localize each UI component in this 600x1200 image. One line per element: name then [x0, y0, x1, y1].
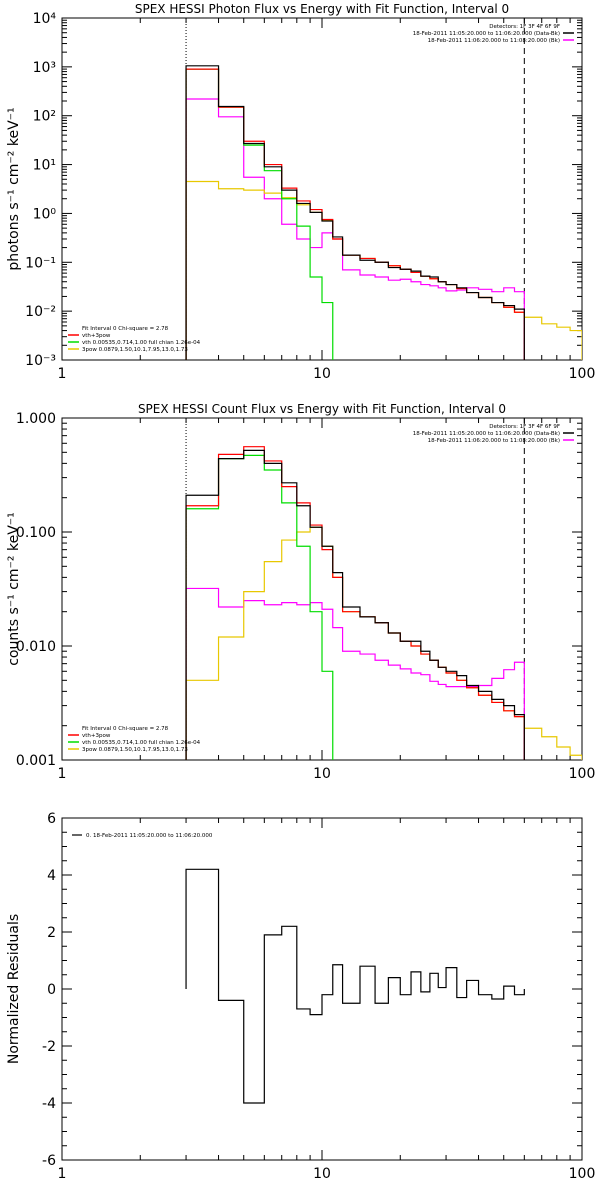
- series-line-bk: [185, 98, 525, 360]
- series-group: [185, 65, 582, 360]
- series-line-3pow: [185, 180, 582, 360]
- x-tick-label: 1: [58, 1166, 67, 1182]
- legend-entry: 18-Feb-2011 11:05:20.000 to 11:06:20.000…: [413, 431, 560, 437]
- legend-entry: 18-Feb-2011 11:06:20.000 to 11:08:20.000…: [428, 38, 560, 44]
- y-tick-label: 1.000: [16, 411, 56, 427]
- x-tick-label: 1: [58, 766, 67, 782]
- y-tick-label: 0.001: [16, 753, 56, 769]
- y-tick-label: 4: [47, 868, 56, 884]
- y-axis-label: photons s⁻¹ cm⁻² keV⁻¹: [6, 107, 22, 270]
- chart-panel-1: SPEX HESSI Photon Flux vs Energy with Fi…: [6, 2, 595, 382]
- y-tick-label: -4: [42, 1096, 56, 1112]
- series-line-data-bk: [185, 65, 525, 360]
- series-line-residuals: [185, 868, 525, 1104]
- y-tick-label: 10⁻²: [25, 304, 56, 320]
- chart-title: SPEX HESSI Count Flux vs Energy with Fit…: [138, 402, 506, 416]
- legend-entry: Fit Interval 0 Chi-square = 2.78: [82, 726, 169, 732]
- legend-entry: 3pow 0.0879,1.50,10.1,7.95,13.0,1.73: [82, 747, 188, 753]
- series-group: [185, 446, 582, 760]
- y-tick-label: 10³: [33, 60, 56, 76]
- x-tick-label: 10: [313, 766, 331, 782]
- chart-panel-3: 1 10 100 -6 -4 -2 0 2 4 6 Normalized Residuals 0. 1…: [6, 811, 595, 1182]
- legend-entry: vth+3pow: [82, 333, 111, 339]
- legend-entry: Detectors: 1F 3F 4F 6F 9F: [489, 424, 560, 430]
- legend-entry: 3pow 0.0879,1.50,10.1,7.95,13.0,1.73: [82, 347, 188, 353]
- series-line-vth: [185, 454, 334, 760]
- legend-entry: 18-Feb-2011 11:06:20.000 to 11:08:20.000…: [428, 438, 560, 444]
- y-tick-label: 0: [47, 982, 56, 998]
- legend-entry: vth+3pow: [82, 733, 111, 739]
- y-tick-label: 10⁰: [33, 206, 57, 222]
- x-tick-label: 100: [569, 366, 596, 382]
- series-line-vth-3pow: [185, 446, 525, 760]
- y-tick-label: 10⁻³: [25, 353, 56, 369]
- series-group: [185, 868, 525, 1104]
- series-line-3pow: [185, 526, 582, 760]
- y-tick-label: 10⁴: [33, 11, 57, 27]
- legend-entry: 18-Feb-2011 11:05:20.000 to 11:06:20.000…: [413, 31, 560, 37]
- y-axis-label: Normalized Residuals: [6, 914, 22, 1064]
- x-tick-label: 100: [569, 1166, 596, 1182]
- x-tick-label: 10: [313, 366, 331, 382]
- x-tick-label: 10: [313, 1166, 331, 1182]
- y-tick-label: 6: [47, 811, 56, 827]
- y-tick-label: 10²: [33, 109, 56, 125]
- y-tick-label: -2: [42, 1039, 56, 1055]
- series-line-vth-3pow: [185, 68, 525, 360]
- series-line-bk: [185, 587, 525, 760]
- chart-panel-2: SPEX HESSI Count Flux vs Energy with Fit…: [6, 402, 595, 782]
- y-axis-label: counts s⁻¹ cm⁻² keV⁻¹: [6, 512, 22, 666]
- plot-frame: [61, 17, 583, 361]
- legend-entry: 0. 18-Feb-2011 11:05:20.000 to 11:06:20.…: [86, 833, 213, 839]
- legend-entry: vth 0.00535,0.714,1.00 full chian 1.26e-…: [82, 740, 201, 746]
- legend-entry: Fit Interval 0 Chi-square = 2.78: [82, 326, 169, 332]
- chart-title: SPEX HESSI Photon Flux vs Energy with Fi…: [135, 2, 509, 16]
- y-tick-label: 0.010: [16, 639, 56, 655]
- series-line-vth: [185, 68, 334, 360]
- x-tick-label: 1: [58, 366, 67, 382]
- series-line-data-bk: [185, 449, 525, 760]
- y-tick-label: 0.100: [16, 525, 56, 541]
- legend-entry: Detectors: 1F 3F 4F 6F 9F: [489, 24, 560, 30]
- y-tick-label: 10¹: [33, 158, 56, 174]
- y-tick-label: -6: [42, 1153, 56, 1169]
- legend-entry: vth 0.00535,0.714,1.00 full chian 1.26e-…: [82, 340, 201, 346]
- y-tick-label: 10⁻¹: [25, 255, 56, 271]
- x-tick-label: 100: [569, 766, 596, 782]
- y-tick-label: 2: [47, 925, 56, 941]
